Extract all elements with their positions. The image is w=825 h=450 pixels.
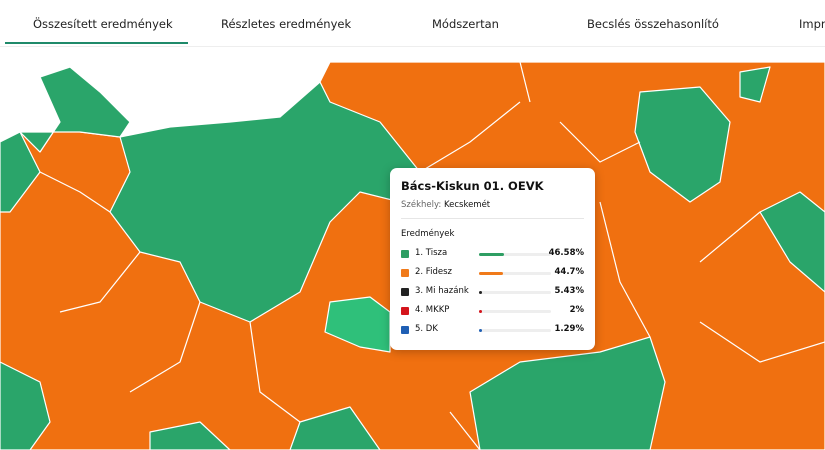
region bbox=[289, 406, 381, 450]
party-swatch bbox=[401, 250, 409, 258]
party-name: 3. Mi hazánk bbox=[415, 286, 469, 296]
separator bbox=[401, 218, 584, 219]
share-label: 46.58% bbox=[548, 248, 584, 258]
party-name: 2. Fidesz bbox=[415, 267, 452, 277]
region bbox=[149, 421, 231, 450]
region-highlighted[interactable] bbox=[324, 296, 391, 353]
seat-value: Kecskemét bbox=[443, 200, 491, 210]
region bbox=[19, 66, 131, 153]
tab[interactable]: Módszertan bbox=[432, 17, 499, 31]
party-swatch bbox=[401, 307, 409, 315]
share-bar bbox=[479, 272, 504, 275]
result-row: 1. Tisza 46.58% bbox=[401, 248, 584, 260]
region bbox=[0, 131, 41, 213]
share-bar bbox=[479, 253, 505, 256]
share-label: 44.7% bbox=[554, 267, 585, 277]
tab[interactable]: Összesített eredmények bbox=[33, 17, 173, 31]
border bbox=[39, 62, 825, 450]
tab[interactable]: Becslés összehasonlító bbox=[587, 17, 719, 31]
party-swatch bbox=[401, 288, 409, 296]
bar-track bbox=[479, 310, 551, 313]
results-heading: Eredmények bbox=[401, 229, 455, 239]
tooltip: Bács-Kiskun 01. OEVK Székhely: Kecskemét… bbox=[390, 168, 595, 350]
region bbox=[759, 191, 825, 293]
party-name: 4. MKKP bbox=[415, 305, 450, 315]
share-bar bbox=[479, 310, 482, 313]
party-name: 5. DK bbox=[415, 324, 438, 334]
region bbox=[634, 86, 731, 203]
share-label: 5.43% bbox=[554, 286, 585, 296]
tooltip-title: Bács-Kiskun 01. OEVK bbox=[401, 179, 544, 193]
tab[interactable]: Impre bbox=[799, 17, 825, 31]
share-bar bbox=[479, 329, 482, 332]
party-swatch bbox=[401, 269, 409, 277]
tab-bar: Összesített eredmények Részletes eredmén… bbox=[0, 0, 825, 47]
region bbox=[0, 361, 51, 450]
result-row: 2. Fidesz 44.7% bbox=[401, 267, 584, 279]
bar-track bbox=[479, 253, 551, 256]
result-row: 5. DK 1.29% bbox=[401, 324, 584, 336]
bar-track bbox=[479, 291, 551, 294]
bar-track bbox=[479, 272, 551, 275]
share-label: 1.29% bbox=[554, 324, 585, 334]
party-name: 1. Tisza bbox=[415, 248, 448, 258]
share-bar bbox=[479, 291, 482, 294]
active-tab-indicator bbox=[5, 42, 188, 44]
region bbox=[739, 66, 771, 103]
result-row: 3. Mi hazánk 5.43% bbox=[401, 286, 584, 298]
seat-label: Székhely: bbox=[401, 200, 442, 210]
tab[interactable]: Részletes eredmények bbox=[221, 17, 352, 31]
bar-track bbox=[479, 329, 551, 332]
result-row: 4. MKKP 2% bbox=[401, 305, 584, 317]
party-swatch bbox=[401, 326, 409, 334]
share-label: 2% bbox=[569, 305, 584, 315]
region bbox=[469, 336, 666, 450]
seat: Székhely: Kecskemét bbox=[401, 200, 490, 210]
